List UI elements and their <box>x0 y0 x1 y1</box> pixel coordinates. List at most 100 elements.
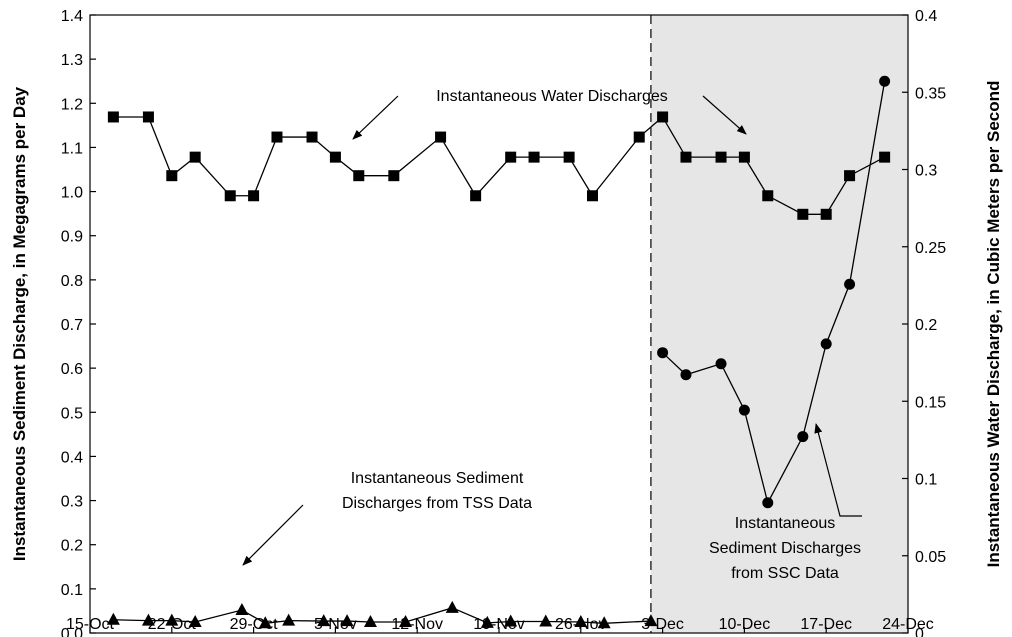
water-data-point <box>224 190 236 202</box>
tss-data-point <box>258 616 272 629</box>
water-data-point <box>797 208 809 220</box>
water-data-point <box>107 111 119 123</box>
ssc-label-line: from SSC Data <box>731 565 839 582</box>
x-tick-label: 12-Nov <box>391 616 443 633</box>
ssc-label-arrow <box>814 423 862 517</box>
water-data-point <box>353 170 365 182</box>
water-data-point <box>388 170 400 182</box>
left-tick-label: 0.6 <box>61 361 83 378</box>
water-data-point <box>142 111 154 123</box>
left-tick-label: 0.4 <box>61 449 83 466</box>
left-tick-label: 0.7 <box>61 317 83 334</box>
left-tick-label: 1.3 <box>61 52 83 69</box>
right-tick-label: 0.05 <box>915 549 946 566</box>
left-axis-title: Instantaneous Sediment Discharge, in Meg… <box>10 86 29 561</box>
left-tick-label: 0.1 <box>61 582 83 599</box>
left-tick-label: 1.2 <box>61 96 83 113</box>
x-tick-label: 15-Oct <box>66 616 115 633</box>
ssc-data-point <box>738 404 750 416</box>
tss-data-point <box>644 614 658 627</box>
left-tick-label: 0.5 <box>61 405 83 422</box>
x-tick-label: 24-Dec <box>882 616 934 633</box>
left-tick-label: 0.8 <box>61 273 83 290</box>
water-data-point <box>820 208 832 220</box>
ssc-data-point <box>844 278 856 290</box>
right-axis-title: Instantaneous Water Discharge, in Cubic … <box>984 81 1003 568</box>
x-tick-label: 22-Oct <box>148 616 197 633</box>
tss-label-line: Discharges from TSS Data <box>342 495 532 512</box>
water-data-point <box>738 151 750 163</box>
water-data-point <box>329 151 341 163</box>
x-tick-label: 26-Nov <box>555 616 607 633</box>
tss-data-point <box>597 616 611 629</box>
left-tick-label: 1.0 <box>61 185 83 202</box>
right-tick-label: 0.4 <box>915 8 937 25</box>
water-data-point <box>528 151 540 163</box>
left-tick-label: 0.9 <box>61 229 83 246</box>
tss-data-point <box>445 600 459 613</box>
water-data-point <box>844 170 856 182</box>
shaded-period-layer <box>650 15 908 633</box>
water-data-point <box>762 190 774 202</box>
ssc-data-point <box>762 497 774 509</box>
x-tick-label: 29-Oct <box>230 616 279 633</box>
water-data-point <box>657 111 669 123</box>
ssc-data-point <box>820 338 832 350</box>
tss-data-point <box>317 614 331 627</box>
x-tick-label: 17-Dec <box>800 616 852 633</box>
left-tick-label: 1.1 <box>61 140 83 157</box>
left-tick-label: 0.2 <box>61 538 83 555</box>
ssc-label-line: Sediment Discharges <box>709 540 861 557</box>
right-tick-label: 0.25 <box>915 240 946 257</box>
right-tick-label: 0.35 <box>915 85 946 102</box>
tss-series-line <box>113 607 651 624</box>
water-data-point <box>715 151 727 163</box>
water-data-point <box>166 170 178 182</box>
water-data-point <box>586 190 598 202</box>
water-label-arrow-right <box>702 95 747 135</box>
ssc-data-point <box>797 431 809 443</box>
axis-layer: 0.0 0.1 0.2 0.3 0.4 0.5 0.6 0.7 0.8 0.9 1.0 1.1 1.2 1… <box>10 8 1003 637</box>
series-layer <box>106 75 891 629</box>
water-data-point <box>879 151 891 163</box>
x-tick-label: 19-Nov <box>473 616 525 633</box>
shaded-period <box>650 15 908 633</box>
tss-data-point <box>539 614 553 627</box>
tss-data-point <box>188 614 202 627</box>
ssc-data-point <box>715 358 727 370</box>
left-tick-label: 1.4 <box>61 8 83 25</box>
tss-data-point <box>399 614 413 627</box>
water-data-point <box>680 151 692 163</box>
tss-data-point <box>363 614 377 627</box>
right-tick-label: 0.3 <box>915 163 937 180</box>
right-tick-label: 0 <box>915 626 924 637</box>
right-tick-label: 0.2 <box>915 317 937 334</box>
annotation-layer: Instantaneous Water Discharges Instantane… <box>242 88 862 582</box>
water-data-point <box>306 131 318 143</box>
left-tick-label: 0.0 <box>61 626 83 637</box>
ssc-label-line: Instantaneous <box>735 515 836 532</box>
water-data-point <box>505 151 517 163</box>
left-tick-label: 0.3 <box>61 494 83 511</box>
x-tick-label: 3-Dec <box>641 616 684 633</box>
tss-label-arrow <box>242 504 304 566</box>
right-tick-label: 0.15 <box>915 394 946 411</box>
x-tick-label: 5-Nov <box>314 616 357 633</box>
water-data-point <box>248 190 260 202</box>
ssc-data-point <box>680 369 692 381</box>
water-label-line: Instantaneous Water Discharges <box>436 88 668 105</box>
tss-data-point <box>165 613 179 626</box>
right-tick-label: 0.1 <box>915 472 937 489</box>
water-data-point <box>435 131 447 143</box>
water-data-point <box>633 131 645 143</box>
water-data-point <box>563 151 575 163</box>
tss-data-point <box>106 612 120 625</box>
ssc-data-point <box>657 347 669 359</box>
tss-data-point <box>235 603 249 616</box>
tss-data-point <box>504 614 518 627</box>
tss-data-point <box>480 615 494 628</box>
water-data-point <box>271 131 283 143</box>
x-tick-label: 10-Dec <box>719 616 771 633</box>
water-label-arrow-left <box>352 95 399 140</box>
